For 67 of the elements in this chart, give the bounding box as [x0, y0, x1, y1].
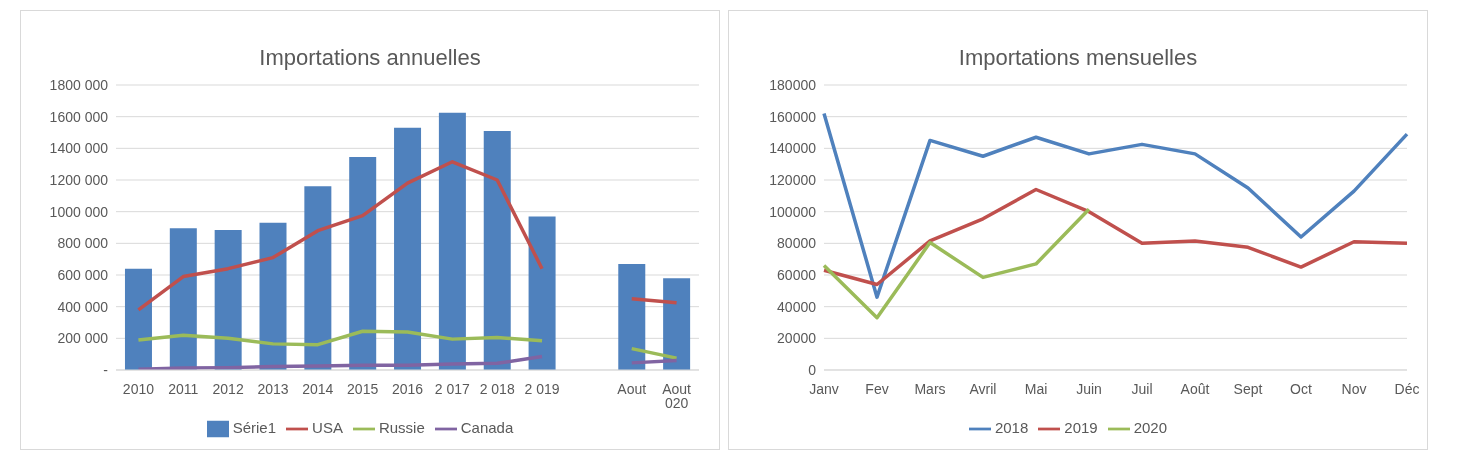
x-tick-label: 2011	[168, 380, 199, 397]
x-tick-label: Avril	[969, 380, 997, 397]
legend-label: Russie	[378, 418, 425, 436]
legend-label: 2019	[1064, 418, 1098, 436]
bar	[663, 278, 691, 370]
x-tick-label: 2 017	[434, 380, 471, 397]
legend-label: 2018	[994, 418, 1029, 436]
y-tick-label: 1800 000	[49, 76, 109, 93]
y-tick-label: 1200 000	[49, 171, 109, 188]
y-tick-label: 80000	[777, 235, 817, 252]
line-series	[822, 187, 1409, 287]
y-tick-label: 100000	[769, 203, 817, 220]
y-tick-label: 40000	[777, 298, 817, 315]
y-tick-label: 20000	[777, 330, 817, 347]
line-series	[822, 207, 1091, 320]
bar	[483, 130, 511, 370]
x-tick-label: 2 018	[479, 380, 515, 397]
x-tick-label: Déc	[1394, 380, 1420, 397]
y-tick-label: 400 000	[57, 298, 109, 315]
legend-label: 2020	[1133, 418, 1168, 436]
chart-title: Importations annuelles	[258, 44, 482, 72]
bar	[618, 263, 646, 370]
legend-label: Canada	[460, 418, 514, 436]
x-tick-label: Août	[1180, 380, 1210, 397]
y-tick-label: 800 000	[57, 235, 109, 252]
x-tick-label: Nov	[1341, 380, 1367, 397]
x-tick-label: Aout	[617, 380, 647, 397]
x-tick-label: 2010	[122, 380, 155, 397]
bar	[528, 216, 556, 370]
x-tick-label: Oct	[1290, 380, 1312, 397]
bar	[124, 268, 152, 370]
y-tick-label: 1000 000	[49, 203, 109, 220]
y-tick-label: 600 000	[57, 266, 109, 283]
y-tick-label: 0	[808, 361, 817, 378]
x-tick-label: 2014	[302, 380, 334, 397]
x-tick-label: Sept	[1233, 380, 1263, 397]
legend-label: Série1	[232, 418, 277, 436]
y-tick-label: 1600 000	[49, 108, 109, 125]
bar	[304, 186, 332, 370]
bar	[259, 222, 287, 370]
x-tick-label: Mai	[1024, 380, 1048, 397]
chart-title: Importations mensuelles	[957, 44, 1199, 72]
x-tick-label: Janv	[809, 380, 839, 397]
y-tick-label: 160000	[769, 108, 817, 125]
y-tick-label: 120000	[769, 171, 817, 188]
y-tick-label: 180000	[769, 76, 817, 93]
x-tick-label: Aout 020	[662, 380, 692, 411]
x-tick-label: Juin	[1076, 380, 1102, 397]
x-tick-label: 2012	[212, 380, 244, 397]
x-tick-label: 2015	[347, 380, 379, 397]
y-tick-label: 140000	[769, 140, 817, 157]
x-tick-label: Juil	[1131, 380, 1153, 397]
x-tick-label: Mars	[914, 380, 946, 397]
bar	[169, 228, 197, 370]
line-series	[822, 111, 1409, 299]
x-tick-label: 2016	[391, 380, 424, 397]
x-tick-label: 2013	[257, 380, 289, 397]
x-tick-label: 2 019	[524, 380, 560, 397]
bar	[394, 127, 422, 370]
x-tick-label: Fev	[865, 380, 889, 397]
y-tick-label: 200 000	[57, 330, 109, 347]
legend-label: USA	[312, 418, 343, 436]
y-tick-label: 1400 000	[49, 140, 109, 157]
bar	[349, 157, 377, 370]
y-tick-label: -	[103, 361, 109, 378]
y-tick-label: 60000	[777, 266, 817, 283]
bar	[438, 112, 466, 370]
